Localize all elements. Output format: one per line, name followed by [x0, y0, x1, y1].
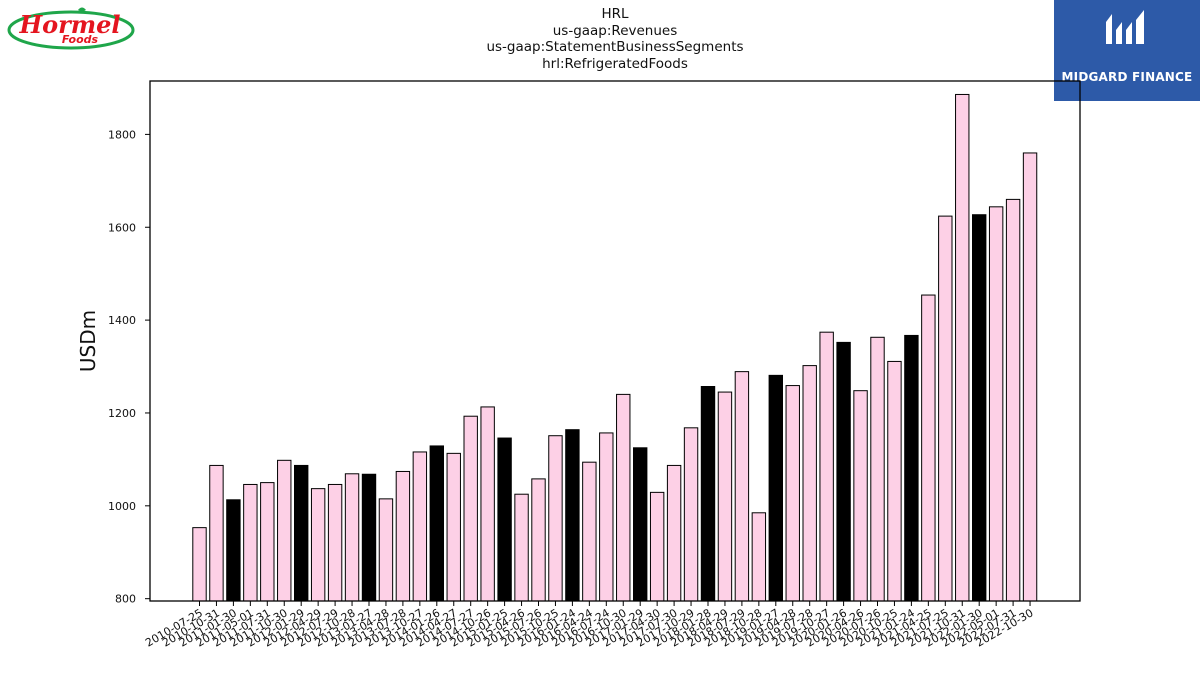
bar-2013-10-27 — [412, 451, 428, 602]
bar-2020-07-26 — [870, 336, 885, 602]
bar-2012-01-29 — [294, 464, 309, 602]
bar-2017-01-29 — [633, 447, 648, 602]
bar-2016-01-24 — [565, 429, 580, 602]
midgard-finance-logo: MIDGARD FINANCE — [1054, 0, 1200, 101]
bar-2011-05-01 — [243, 483, 258, 602]
bar-2021-10-31 — [955, 93, 970, 602]
bar-2013-01-27 — [361, 473, 377, 602]
bar-2012-10-28 — [344, 473, 360, 602]
title-line-ticker: HRL — [601, 6, 629, 22]
y-tick-label: 1200 — [108, 407, 136, 420]
bar-2015-10-25 — [548, 435, 563, 602]
bar-2022-01-30 — [972, 214, 987, 602]
bar-2020-04-26 — [853, 390, 868, 602]
bar-2019-04-28 — [785, 385, 800, 602]
bar-2018-04-29 — [717, 391, 733, 602]
bar-2017-04-30 — [649, 491, 665, 602]
bar-2017-07-30 — [666, 464, 682, 602]
y-tick-label: 1800 — [108, 128, 136, 141]
bar-2010-07-25 — [192, 527, 207, 602]
hormel-foods-logo: Hormel Foods — [6, 4, 138, 52]
bar-2014-01-26 — [429, 445, 445, 602]
bar-2020-01-26 — [836, 341, 851, 602]
bar-2010-10-31 — [209, 464, 224, 602]
y-tick-label: 1400 — [108, 314, 136, 327]
bar-2012-07-29 — [327, 483, 343, 602]
bar-2014-04-27 — [446, 452, 461, 602]
bar-2014-07-27 — [463, 415, 478, 602]
bar-2014-10-26 — [480, 406, 495, 602]
bar-2015-04-26 — [514, 493, 529, 602]
bar-2012-04-29 — [310, 488, 326, 602]
bar-2022-10-30 — [1022, 152, 1038, 602]
bar-2016-04-24 — [582, 461, 597, 602]
midgard-emblem-icon — [1106, 10, 1144, 44]
hormel-logo-text: Hormel — [18, 10, 120, 39]
title-line-member: hrl:RefrigeratedFoods — [542, 55, 688, 72]
bar-2019-07-28 — [802, 365, 817, 602]
bar-2013-07-28 — [395, 470, 411, 602]
y-tick-label: 1000 — [108, 500, 136, 513]
bar-2019-01-27 — [768, 374, 783, 602]
title-line-axis: us-gaap:StatementBusinessSegments — [486, 39, 744, 55]
bar-2019-10-27 — [819, 331, 834, 602]
bar-2018-10-28 — [751, 512, 767, 602]
y-tick-label: 800 — [115, 593, 136, 606]
bar-2021-04-25 — [921, 294, 936, 602]
bar-2022-07-31 — [1005, 198, 1021, 602]
bar-2018-07-29 — [734, 371, 750, 602]
bar-2017-10-29 — [683, 427, 699, 602]
midgard-logo-text: MIDGARD FINANCE — [1061, 70, 1193, 84]
bar-2021-07-25 — [938, 215, 953, 602]
bar-2011-10-30 — [277, 459, 292, 602]
y-tick-label: 1600 — [108, 221, 136, 234]
bar-2015-07-26 — [531, 478, 546, 602]
bar-2022-05-01 — [988, 206, 1004, 602]
y-axis-label: USDm — [76, 310, 100, 372]
bar-2016-10-30 — [616, 393, 631, 602]
bar-2015-01-25 — [497, 437, 512, 602]
bar-2018-01-28 — [700, 386, 716, 602]
bar-2011-07-31 — [260, 482, 275, 602]
bar-2021-01-24 — [904, 334, 919, 602]
plot-frame — [149, 80, 1081, 602]
bar-2020-10-25 — [887, 360, 902, 602]
chart-title: HRL us-gaap:Revenues us-gaap:StatementBu… — [415, 6, 815, 72]
hormel-logo-subtext: Foods — [62, 33, 99, 46]
bar-2016-07-24 — [599, 432, 614, 602]
title-line-concept: us-gaap:Revenues — [552, 22, 678, 39]
bar-2013-04-28 — [378, 498, 394, 602]
bar-2011-01-30 — [226, 499, 241, 602]
